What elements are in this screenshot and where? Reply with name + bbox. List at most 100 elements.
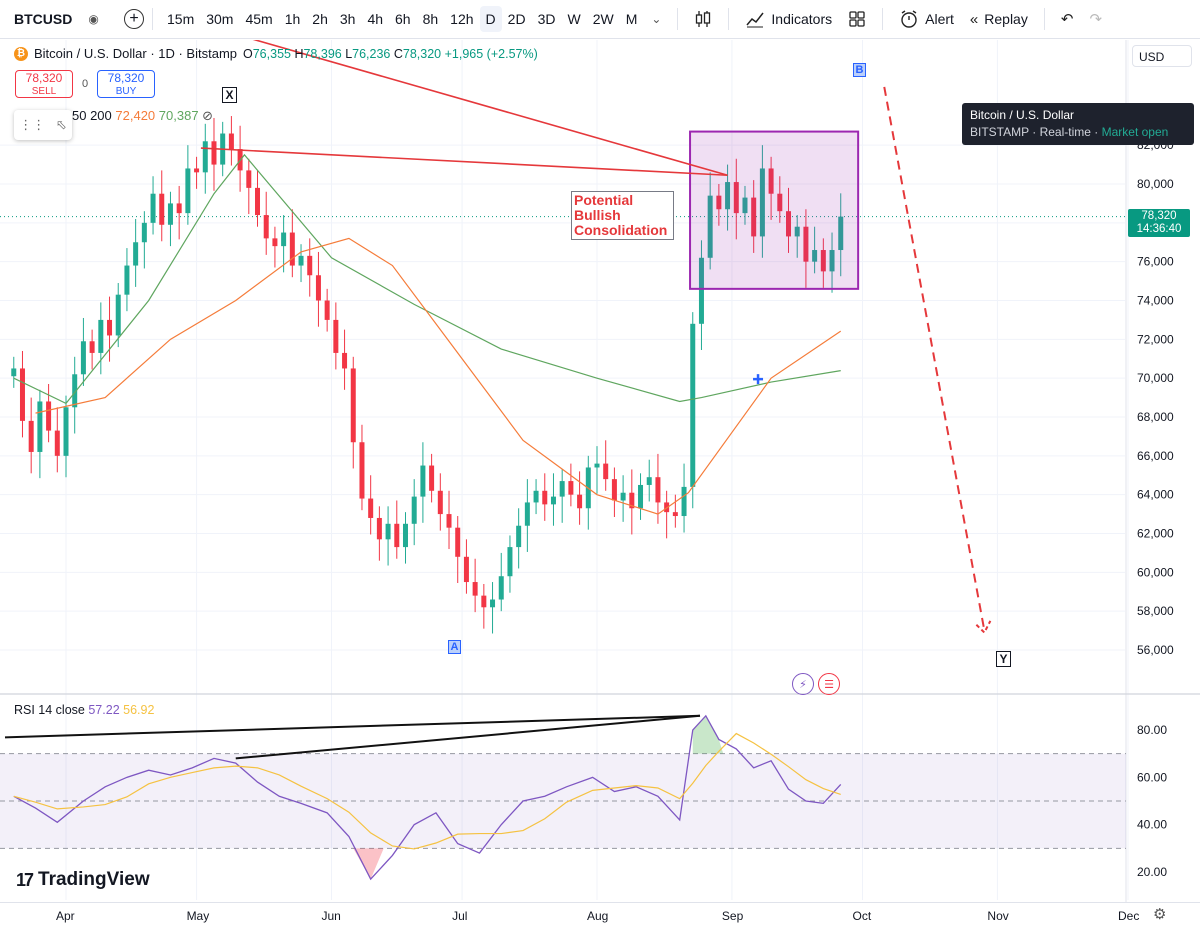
candle-body <box>98 319 104 353</box>
drag-handle-icon[interactable]: ⋮⋮ <box>19 117 46 132</box>
resistance-trendline <box>200 147 728 177</box>
alert-button[interactable]: Alert <box>891 9 962 29</box>
candle-body <box>733 182 739 214</box>
high-value: 78,396 <box>303 46 342 61</box>
ma50-line <box>35 237 842 515</box>
tooltip-title: Bitcoin / U.S. Dollar <box>970 108 1075 122</box>
candle-body <box>759 168 765 237</box>
buy-button[interactable]: 78,320 BUY <box>97 70 155 98</box>
interval-m[interactable]: M <box>625 11 638 27</box>
interval-6h[interactable]: 6h <box>395 11 411 27</box>
interval-2w[interactable]: 2W <box>592 11 614 27</box>
candle-body <box>690 323 696 487</box>
candle-body <box>507 547 513 577</box>
floating-toolbar: ⋮⋮ ⬁ <box>14 110 72 140</box>
buy-price: 78,320 <box>107 71 145 85</box>
candle-body <box>472 582 478 596</box>
lightning-icon[interactable]: ⚡ <box>792 673 814 695</box>
candle-body <box>342 352 348 369</box>
redo-button[interactable]: ↷ <box>1081 10 1110 28</box>
tradingview-logo[interactable]: 17 TradingView <box>16 869 150 891</box>
candle-body <box>577 494 583 509</box>
indicators-button[interactable]: Indicators <box>737 10 840 28</box>
candle-body <box>420 465 426 497</box>
cursor-icon[interactable]: ⬁ <box>55 117 67 132</box>
undo-button[interactable]: ↶ <box>1053 10 1082 28</box>
candle-body <box>559 481 565 497</box>
candle-body <box>820 250 826 272</box>
wave-label-b[interactable]: B <box>853 63 866 77</box>
interval-15m[interactable]: 15m <box>167 11 195 27</box>
tooltip-exchange: BITSTAMP <box>970 125 1029 139</box>
candle-body <box>63 407 69 456</box>
wave-label-x[interactable]: X <box>222 87 237 103</box>
interval-12h[interactable]: 12h <box>450 11 474 27</box>
tv-logo-icon: 17 <box>16 869 34 890</box>
currency-selector[interactable]: USD <box>1132 45 1192 67</box>
eye-icon[interactable]: ◉ <box>88 12 99 26</box>
interval-2d[interactable]: 2D <box>507 11 526 27</box>
interval-w[interactable]: W <box>567 11 581 27</box>
candle-body <box>707 195 713 258</box>
candle-body <box>429 465 435 491</box>
candle-body <box>568 481 574 495</box>
undo-icon: ↶ <box>1060 11 1074 28</box>
candle-body <box>603 463 609 480</box>
symbol-label: BTCUSD <box>14 11 73 27</box>
interval-list: 15m 30m 45m 1h 2h 3h 4h 6h 8h 12h D 2D 3D W 2W M <box>161 6 643 32</box>
candle-body <box>498 576 504 600</box>
layouts-button[interactable] <box>840 10 874 28</box>
interval-2h[interactable]: 2h <box>312 11 328 27</box>
candle-body <box>777 193 783 212</box>
ma200-line <box>13 153 841 405</box>
candle-body <box>141 222 147 243</box>
candle-body <box>446 514 452 528</box>
hidden-eye-icon[interactable]: ⊘ <box>202 108 214 123</box>
price-chart[interactable]: 56,000 58,000 60,000 62,000 64,000 66,000 68,0… <box>0 40 1200 902</box>
event-badges: ⚡ ☰ <box>792 673 840 695</box>
wave-label-a[interactable]: A <box>448 640 461 654</box>
ohlc-values: O76,355 H78,396 L76,236 C78,320 +1,965 (… <box>243 47 538 61</box>
bar-countdown: 14:36:40 <box>1136 223 1182 235</box>
candle-body <box>481 595 487 608</box>
symbol-search[interactable]: BTCUSD ◉ <box>0 11 112 27</box>
symbol-tooltip: Bitcoin / U.S. Dollar BITSTAMP · Real-ti… <box>962 103 1194 145</box>
chevron-down-icon[interactable]: ⌄ <box>651 12 662 26</box>
consolidation-note[interactable]: Potential Bullish Consolidation <box>571 191 674 240</box>
sell-button[interactable]: 78,320 SELL <box>15 70 73 98</box>
close-value: 78,320 <box>402 46 442 61</box>
candle-body <box>28 420 34 452</box>
interval-45m[interactable]: 45m <box>245 11 273 27</box>
wave-label-y[interactable]: Y <box>996 651 1011 667</box>
interval-d[interactable]: D <box>479 6 502 32</box>
interval-1h[interactable]: 1h <box>284 11 301 27</box>
candle-body <box>150 193 156 223</box>
candle-body <box>211 141 217 165</box>
open-label: O <box>243 46 253 61</box>
downtrend-line <box>252 40 728 177</box>
interval-4h[interactable]: 4h <box>367 11 384 27</box>
candle-body <box>681 486 687 517</box>
interval-3d[interactable]: 3D <box>537 11 556 27</box>
interval-3h[interactable]: 3h <box>339 11 356 27</box>
interval-30m[interactable]: 30m <box>206 11 234 27</box>
divider <box>882 8 884 30</box>
divider <box>152 8 153 30</box>
compare-add-icon[interactable]: + <box>124 9 144 29</box>
chart-type-button[interactable] <box>686 9 720 29</box>
rsi-oversold-fill <box>353 848 384 880</box>
last-price-tag: 78,320 14:36:40 <box>1128 209 1190 237</box>
candle-body <box>829 250 835 272</box>
candle-body <box>742 197 748 214</box>
replay-button[interactable]: « Replay <box>962 11 1036 28</box>
time-axis[interactable]: Apr May Jun Jul Aug Sep Oct Nov Dec <box>0 902 1200 930</box>
interval-8h[interactable]: 8h <box>422 11 439 27</box>
candle-body <box>672 512 678 517</box>
candle-body <box>394 523 400 548</box>
gear-icon[interactable]: ⚙ <box>1153 906 1167 923</box>
price-tick-label: 74,000 <box>1137 294 1174 308</box>
candle-body <box>437 490 443 515</box>
flag-icon[interactable]: ☰ <box>818 673 840 695</box>
candle-body <box>89 341 95 353</box>
candle-body <box>194 168 200 173</box>
